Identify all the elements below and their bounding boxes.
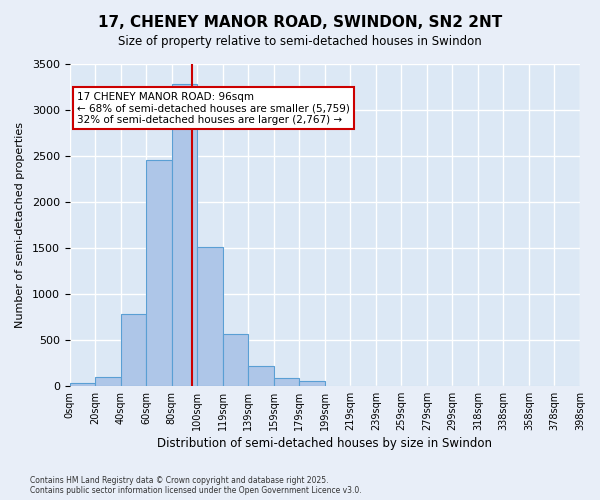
Bar: [197, 247, 223, 386]
Bar: [274, 378, 299, 386]
Text: Size of property relative to semi-detached houses in Swindon: Size of property relative to semi-detach…: [118, 35, 482, 48]
Bar: [146, 160, 172, 386]
Text: 17, CHENEY MANOR ROAD, SWINDON, SN2 2NT: 17, CHENEY MANOR ROAD, SWINDON, SN2 2NT: [98, 15, 502, 30]
Text: Contains HM Land Registry data © Crown copyright and database right 2025.
Contai: Contains HM Land Registry data © Crown c…: [30, 476, 362, 495]
Bar: [172, 84, 197, 386]
Bar: [95, 376, 121, 386]
Text: 17 CHENEY MANOR ROAD: 96sqm
← 68% of semi-detached houses are smaller (5,759)
32: 17 CHENEY MANOR ROAD: 96sqm ← 68% of sem…: [77, 92, 350, 125]
Bar: [70, 383, 95, 386]
Bar: [121, 314, 146, 386]
Bar: [299, 381, 325, 386]
Y-axis label: Number of semi-detached properties: Number of semi-detached properties: [15, 122, 25, 328]
Bar: [223, 334, 248, 386]
X-axis label: Distribution of semi-detached houses by size in Swindon: Distribution of semi-detached houses by …: [157, 437, 493, 450]
Bar: [248, 366, 274, 386]
